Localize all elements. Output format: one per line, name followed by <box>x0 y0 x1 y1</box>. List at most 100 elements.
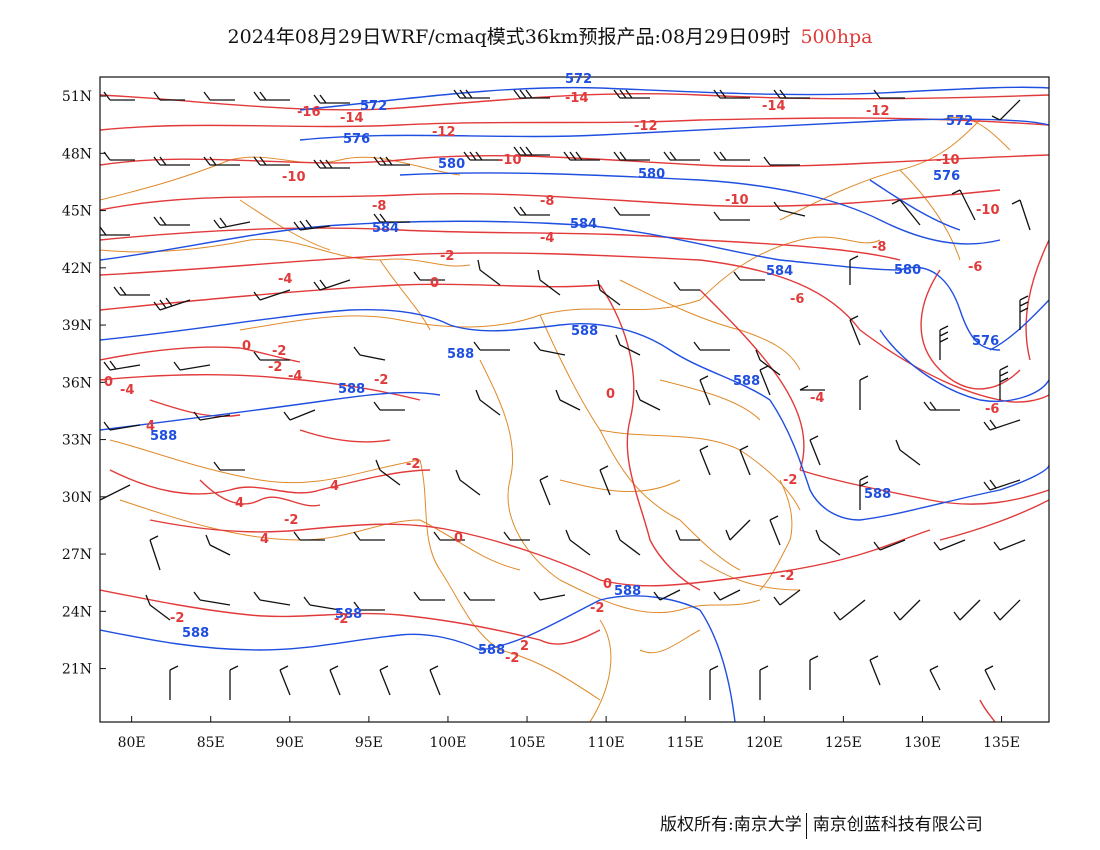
height-label: 580 <box>894 263 921 278</box>
height-label: 584 <box>570 217 597 232</box>
credit-separator <box>805 812 807 839</box>
lon-tick-label: 120E <box>746 735 783 751</box>
temperature-label: -2 <box>783 473 797 488</box>
lat-tick-label: 39N <box>62 318 92 334</box>
height-label: 572 <box>360 99 387 114</box>
temperature-label: -10 <box>725 193 749 208</box>
height-label: 572 <box>565 72 592 87</box>
temperature-label: 0 <box>603 577 612 592</box>
temperature-label: 4 <box>330 479 339 494</box>
temperature-label: -2 <box>374 373 388 388</box>
lon-tick-label: 115E <box>667 735 704 751</box>
temperature-label: 4 <box>235 496 244 511</box>
temperature-label: -2 <box>334 612 348 627</box>
temperature-label: -2 <box>170 611 184 626</box>
lat-tick-label: 33N <box>62 433 92 449</box>
temperature-label: -2 <box>406 457 420 472</box>
height-labels: 572 572 576 572 580 576 580 584 584 584 … <box>150 72 999 658</box>
lat-tick-label: 45N <box>62 204 92 220</box>
temperature-labels: -14 -16 -14 -14 -12 -12 -12 -10 -10 -10 … <box>104 91 1000 666</box>
height-label: 576 <box>933 169 960 184</box>
temperature-label: -4 <box>278 272 292 287</box>
temperature-label: 0 <box>430 276 439 291</box>
temperature-label: -6 <box>968 260 982 275</box>
height-label: 588 <box>150 429 177 444</box>
temperature-label: -6 <box>790 292 804 307</box>
temperature-contours <box>100 92 1049 722</box>
height-label: 588 <box>864 487 891 502</box>
boundary-lines <box>100 116 1011 722</box>
height-label: 588 <box>338 382 365 397</box>
longitude-axis: 80E 85E 90E 95E 100E 105E 110E 115E 120E 125E 130E… <box>118 716 1020 751</box>
map-plot-area <box>100 86 1049 722</box>
lon-tick-label: 125E <box>825 735 862 751</box>
temperature-label: 0 <box>104 375 113 390</box>
height-label: 588 <box>614 584 641 599</box>
lon-tick-label: 85E <box>197 735 225 751</box>
temperature-label: -4 <box>810 391 824 406</box>
height-label: 576 <box>972 334 999 349</box>
temperature-label: -14 <box>565 91 589 106</box>
temperature-label: -8 <box>372 199 386 214</box>
temperature-label: -8 <box>872 240 886 255</box>
lon-tick-label: 110E <box>588 735 625 751</box>
temperature-label: -12 <box>432 125 456 140</box>
copyright-credit: 版权所有:南京大学 南京创蓝科技有限公司 <box>660 810 983 839</box>
lon-tick-label: 80E <box>118 735 146 751</box>
height-label: 588 <box>447 347 474 362</box>
title-level: 500hpa <box>800 26 873 48</box>
temperature-label: -14 <box>340 111 364 126</box>
height-label: 572 <box>946 114 973 129</box>
temperature-label: -2 <box>284 513 298 528</box>
temperature-label: 0 <box>606 387 615 402</box>
height-label: 584 <box>766 264 793 279</box>
height-label: 580 <box>438 157 465 172</box>
temperature-label: -12 <box>866 104 890 119</box>
chart-title: 2024年08月29日WRF/cmaq模式36km预报产品:08月29日09时 5… <box>0 22 1100 49</box>
lon-tick-label: 100E <box>429 735 466 751</box>
lat-tick-label: 30N <box>62 490 92 506</box>
lat-tick-label: 36N <box>62 375 92 391</box>
temperature-label: -2 <box>272 344 286 359</box>
height-label: 588 <box>733 374 760 389</box>
lon-tick-label: 135E <box>983 735 1020 751</box>
lon-tick-label: 90E <box>276 735 304 751</box>
temperature-label: -2 <box>505 651 519 666</box>
temperature-label: -10 <box>282 170 306 185</box>
credit-right: 南京创蓝科技有限公司 <box>812 815 983 835</box>
map-frame <box>99 76 1050 723</box>
temperature-label: 2 <box>520 639 529 654</box>
temperature-label: -4 <box>540 231 554 246</box>
height-contours <box>100 86 1049 722</box>
temperature-label: -2 <box>440 249 454 264</box>
lat-tick-label: 27N <box>62 547 92 563</box>
lat-tick-label: 21N <box>62 662 92 678</box>
temperature-label: -2 <box>590 601 604 616</box>
title-main: 2024年08月29日WRF/cmaq模式36km预报产品:08月29日09时 <box>227 26 791 48</box>
temperature-label: -4 <box>120 383 134 398</box>
wind-barbs <box>100 89 1031 700</box>
temperature-label: -10 <box>936 153 960 168</box>
lon-tick-label: 130E <box>904 735 941 751</box>
height-label: 580 <box>638 167 665 182</box>
height-label: 588 <box>335 607 362 622</box>
temperature-label: 4 <box>260 532 269 547</box>
height-label: 588 <box>571 324 598 339</box>
credit-left: 版权所有:南京大学 <box>660 815 802 835</box>
temperature-label: 0 <box>242 339 251 354</box>
lat-tick-label: 51N <box>62 89 92 105</box>
height-label: 576 <box>343 132 370 147</box>
temperature-label: -6 <box>985 402 999 417</box>
lon-tick-label: 105E <box>509 735 546 751</box>
lat-tick-label: 24N <box>62 604 92 620</box>
height-label: 584 <box>372 221 399 236</box>
temperature-label: -8 <box>540 194 554 209</box>
temperature-label: -16 <box>297 105 321 120</box>
temperature-label: -2 <box>268 360 282 375</box>
temperature-label: -14 <box>762 99 786 114</box>
latitude-axis: 51N 48N 45N 42N 39N 36N 33N 30N 27N 24N 21N <box>62 89 106 678</box>
height-label: 588 <box>182 626 209 641</box>
temperature-label: -10 <box>498 153 522 168</box>
temperature-label: 0 <box>454 531 463 546</box>
